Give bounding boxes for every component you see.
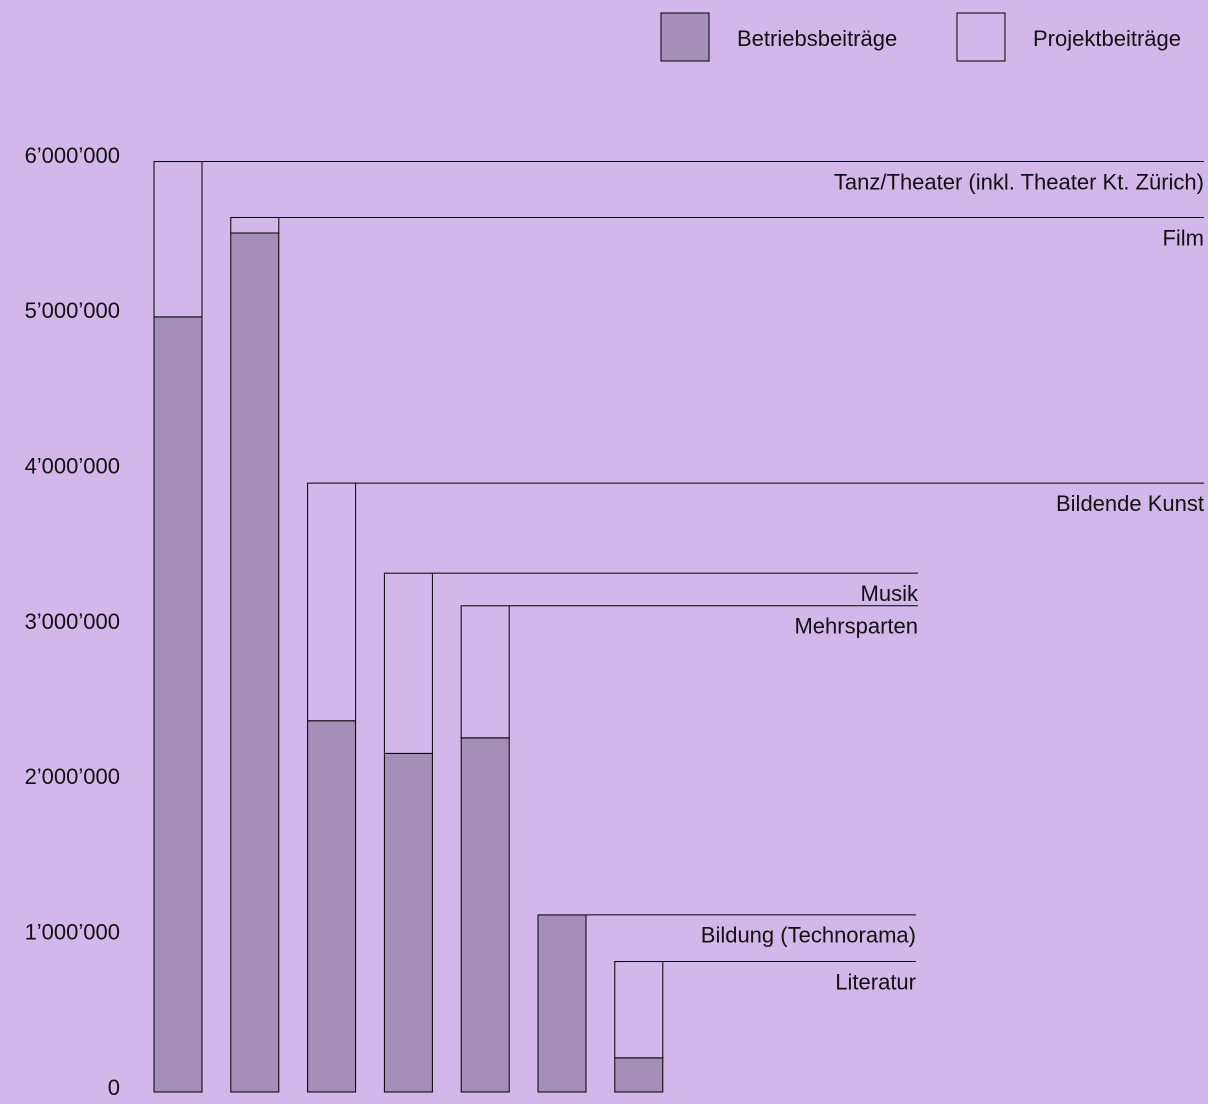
y-tick-label: 5’000’000 bbox=[25, 298, 120, 323]
bar-segment bbox=[383, 752, 433, 1093]
bar-segment bbox=[460, 737, 510, 1093]
bar-segment bbox=[537, 914, 587, 1093]
bar-segment bbox=[153, 161, 203, 318]
bar-segment bbox=[383, 572, 433, 754]
y-tick-label: 6’000’000 bbox=[25, 143, 120, 168]
bar-segment bbox=[460, 605, 510, 739]
category-label: Musik bbox=[861, 581, 919, 606]
category-label: Literatur bbox=[835, 969, 916, 994]
bar-segment bbox=[153, 316, 203, 1093]
y-tick-label: 4’000’000 bbox=[25, 453, 120, 478]
y-tick-label: 2’000’000 bbox=[25, 764, 120, 789]
bar-segment bbox=[614, 961, 664, 1059]
bar-segment bbox=[230, 216, 280, 234]
legend-swatch bbox=[956, 12, 1006, 62]
y-tick-label: 3’000’000 bbox=[25, 609, 120, 634]
bar-segment bbox=[230, 232, 280, 1093]
bar-segment bbox=[614, 1057, 664, 1093]
category-label: Mehrsparten bbox=[794, 614, 918, 639]
category-label: Bildende Kunst bbox=[1056, 491, 1204, 516]
legend-label: Projektbeiträge bbox=[1033, 26, 1181, 51]
y-tick-label: 0 bbox=[108, 1075, 120, 1100]
legend-swatch bbox=[660, 12, 710, 62]
legend-label: Betriebsbeiträge bbox=[737, 26, 897, 51]
category-label: Bildung (Technorama) bbox=[701, 923, 916, 948]
category-label: Tanz/Theater (inkl. Theater Kt. Zürich) bbox=[834, 169, 1204, 194]
y-tick-label: 1’000’000 bbox=[25, 919, 120, 944]
bar-segment bbox=[307, 482, 357, 722]
category-label: Film bbox=[1162, 225, 1204, 250]
bar-segment bbox=[307, 720, 357, 1093]
